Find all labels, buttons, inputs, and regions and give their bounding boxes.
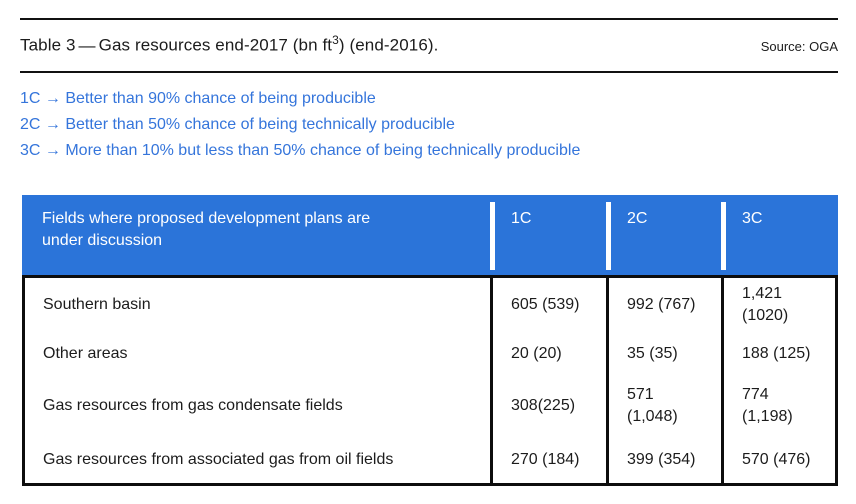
value-cell-1c: 605 (539) bbox=[490, 278, 606, 332]
column-header-1c: 1C bbox=[490, 195, 606, 275]
value-cell-3c: 1,421 (1020) bbox=[721, 278, 835, 332]
top-rule bbox=[20, 18, 838, 20]
table-title: Table 3— Gas resources end-2017 (bn ft3) … bbox=[20, 33, 438, 56]
gas-resources-table: Fields where proposed development plans … bbox=[22, 195, 838, 486]
column-divider bbox=[490, 202, 495, 270]
table-body: Southern basin 605 (539) 992 (767) 1,421… bbox=[22, 275, 838, 486]
table-header-row: Fields where proposed development plans … bbox=[22, 195, 838, 275]
legend-item-3c: 3C → More than 10% but less than 50% cha… bbox=[20, 141, 581, 159]
source-label: Source: OGA bbox=[760, 38, 838, 54]
column-header-1c-label: 1C bbox=[511, 210, 532, 227]
table-title-mid: Gas resources end-2017 (bn ft bbox=[98, 35, 333, 55]
value-cell-1c: 270 (184) bbox=[490, 436, 606, 483]
value-cell-3c: 570 (476) bbox=[721, 436, 835, 483]
table-title-prefix: Table 3 bbox=[20, 35, 76, 55]
table-title-sup: 3 bbox=[332, 33, 339, 47]
column-header-3c-label: 3C bbox=[742, 210, 763, 227]
value-cell-2c: 571 (1,048) bbox=[606, 376, 721, 436]
row-label-cell: Southern basin bbox=[25, 278, 490, 332]
legend-item-2c: 2C → Better than 50% chance of being tec… bbox=[20, 115, 455, 133]
legend-item-1c: 1C → Better than 90% chance of being pro… bbox=[20, 89, 376, 107]
page: { "header": { "title_prefix": "Table 3",… bbox=[0, 18, 856, 504]
column-header-2c-label: 2C bbox=[627, 210, 648, 227]
column-divider bbox=[606, 202, 611, 270]
column-header-3c: 3C bbox=[721, 195, 838, 275]
row-label-cell: Gas resources from gas condensate fields bbox=[25, 376, 490, 436]
legend: 1C → Better than 90% chance of being pro… bbox=[20, 86, 856, 164]
value-cell-2c: 35 (35) bbox=[606, 332, 721, 376]
value-cell-2c: 399 (354) bbox=[606, 436, 721, 483]
table-header-label: Fields where proposed development plans … bbox=[42, 210, 371, 249]
bottom-rule bbox=[20, 70, 838, 73]
value-cell-3c: 774 (1,198) bbox=[721, 376, 835, 436]
column-header-2c: 2C bbox=[606, 195, 721, 275]
column-divider bbox=[721, 202, 726, 270]
table-title-suffix: ) (end-2016). bbox=[338, 35, 439, 55]
value-cell-1c: 20 (20) bbox=[490, 332, 606, 376]
table-title-dash: — bbox=[78, 35, 96, 55]
row-label-cell: Other areas bbox=[25, 332, 490, 376]
value-cell-1c: 308(225) bbox=[490, 376, 606, 436]
value-cell-2c: 992 (767) bbox=[606, 278, 721, 332]
value-cell-3c: 188 (125) bbox=[721, 332, 835, 376]
row-label-cell: Gas resources from associated gas from o… bbox=[25, 436, 490, 483]
title-row: Table 3— Gas resources end-2017 (bn ft3) … bbox=[20, 33, 838, 56]
